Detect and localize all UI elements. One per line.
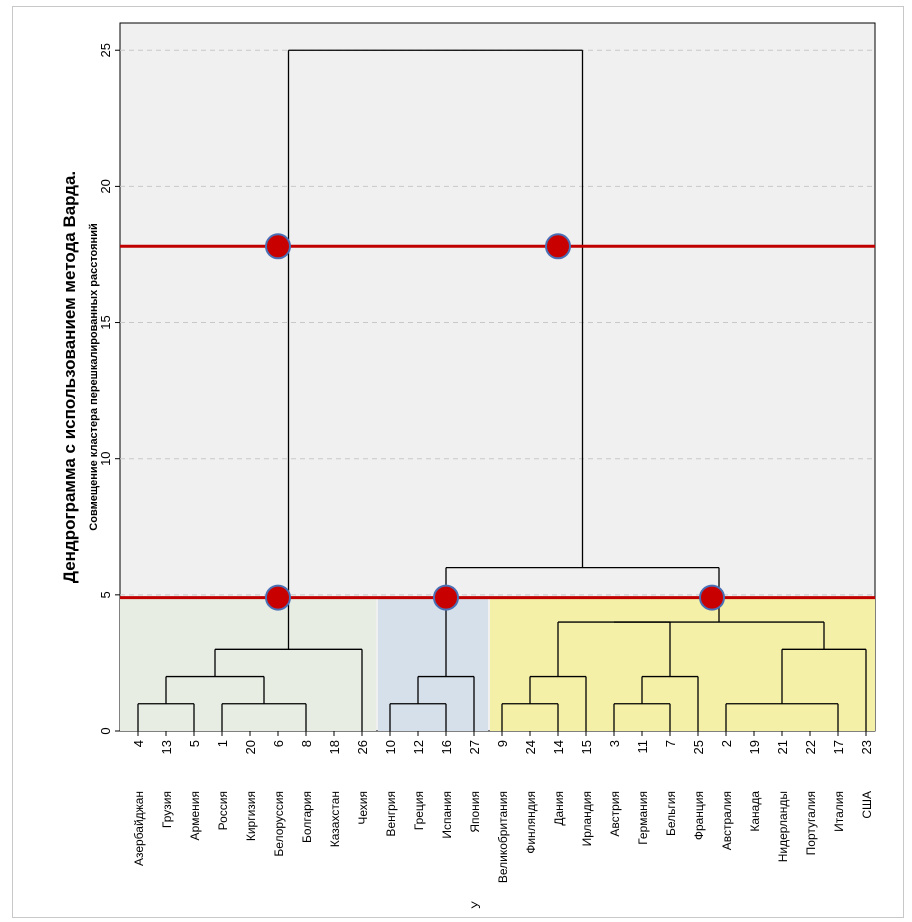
y-axis: 0 5 10 15 20 25 xyxy=(98,43,120,735)
leaf-id: 23 xyxy=(859,740,874,754)
cluster-band xyxy=(490,597,875,731)
chart-subtitle: Совмещение кластера перешкалированных ра… xyxy=(88,223,100,530)
leaf-id: 19 xyxy=(747,740,762,754)
leaf-id: 2 xyxy=(719,740,734,747)
leaf-name: Казахстан xyxy=(328,791,342,847)
leaf-id-labels: 4 13 5 1 20 6 8 18 26 10 12 16 27 9 24 14 15 3 11 7 25 2 19 21 2… xyxy=(131,731,874,754)
leaf-id: 3 xyxy=(607,740,622,747)
y-tick-label: 25 xyxy=(98,43,113,57)
leaf-name: Финляндия xyxy=(524,791,538,854)
leaf-name: Дания xyxy=(552,791,566,826)
cluster-bands xyxy=(120,597,875,731)
leaf-id: 11 xyxy=(635,740,650,754)
cut-lines xyxy=(120,244,875,600)
chart-title: Дендрограмма с использованием метода Вар… xyxy=(60,171,79,583)
leaf-name: Белоруссия xyxy=(272,791,286,857)
leaf-id: 17 xyxy=(831,740,846,754)
leaf-id: 22 xyxy=(803,740,818,754)
leaf-id: 27 xyxy=(467,740,482,754)
leaf-id: 4 xyxy=(131,740,146,747)
leaf-name: Чехия xyxy=(356,791,370,825)
y-tick-label: 5 xyxy=(98,591,113,598)
leaf-name: Япония xyxy=(468,791,482,833)
y-tick-label: 15 xyxy=(98,315,113,329)
leaf-name: Великобритания xyxy=(496,791,510,883)
leaf-id: 14 xyxy=(551,740,566,754)
leaf-name: Канада xyxy=(748,791,762,832)
leaf-name: Италия xyxy=(832,791,846,832)
leaf-id: 25 xyxy=(691,740,706,754)
leaf-name: Нидерланды xyxy=(776,791,790,862)
cut-marker xyxy=(265,233,291,260)
y-tick-label: 0 xyxy=(98,727,113,734)
stray-label: У xyxy=(469,901,483,909)
leaf-id: 7 xyxy=(663,740,678,747)
cut-marker xyxy=(699,584,725,611)
leaf-name: Португалия xyxy=(804,791,818,855)
leaf-id: 26 xyxy=(355,740,370,754)
leaf-name: Грузия xyxy=(160,791,174,828)
leaf-name-labels: Азербайджан Грузия Армения Россия Киргизия Бе… xyxy=(132,791,874,883)
leaf-id: 13 xyxy=(159,740,174,754)
leaf-id: 8 xyxy=(299,740,314,747)
chart-frame: 0 5 10 15 20 25 4 13 5 1 20 6 8 18 26 10 12 16 27 9 24 14 15 3… xyxy=(12,6,904,918)
leaf-name: Германия xyxy=(636,791,650,845)
leaf-name: Россия xyxy=(216,791,230,830)
leaf-name: Ирландия xyxy=(580,791,594,846)
leaf-name: Венгрия xyxy=(384,791,398,837)
cluster-band xyxy=(120,597,376,731)
leaf-name: Франция xyxy=(692,791,706,840)
leaf-id: 10 xyxy=(383,740,398,754)
leaf-id: 16 xyxy=(439,740,454,754)
leaf-name: Австрия xyxy=(608,791,622,837)
leaf-id: 5 xyxy=(187,740,202,747)
y-tick-label: 20 xyxy=(98,179,113,193)
leaf-name: Армения xyxy=(188,791,202,840)
leaf-name: Австралия xyxy=(720,791,734,850)
leaf-id: 18 xyxy=(327,740,342,754)
leaf-name: Испания xyxy=(440,791,454,839)
leaf-id: 20 xyxy=(243,740,258,754)
leaf-id: 12 xyxy=(411,740,426,754)
leaf-name: США xyxy=(860,791,874,819)
leaf-name: Болгария xyxy=(300,791,314,843)
cluster-band xyxy=(378,597,488,731)
leaf-id: 21 xyxy=(775,740,790,754)
leaf-id: 15 xyxy=(579,740,594,754)
leaf-name: Греция xyxy=(412,791,426,830)
leaf-id: 24 xyxy=(523,740,538,754)
leaf-id: 9 xyxy=(495,740,510,747)
cut-marker xyxy=(433,584,459,611)
leaf-id: 6 xyxy=(271,740,286,747)
cut-markers xyxy=(265,233,725,611)
cut-marker xyxy=(265,584,291,611)
leaf-name: Бельгия xyxy=(664,791,678,836)
leaf-id: 1 xyxy=(215,740,230,747)
cut-marker xyxy=(545,233,571,260)
leaf-name: Азербайджан xyxy=(132,791,146,866)
y-tick-label: 10 xyxy=(98,451,113,465)
leaf-name: Киргизия xyxy=(244,791,258,841)
